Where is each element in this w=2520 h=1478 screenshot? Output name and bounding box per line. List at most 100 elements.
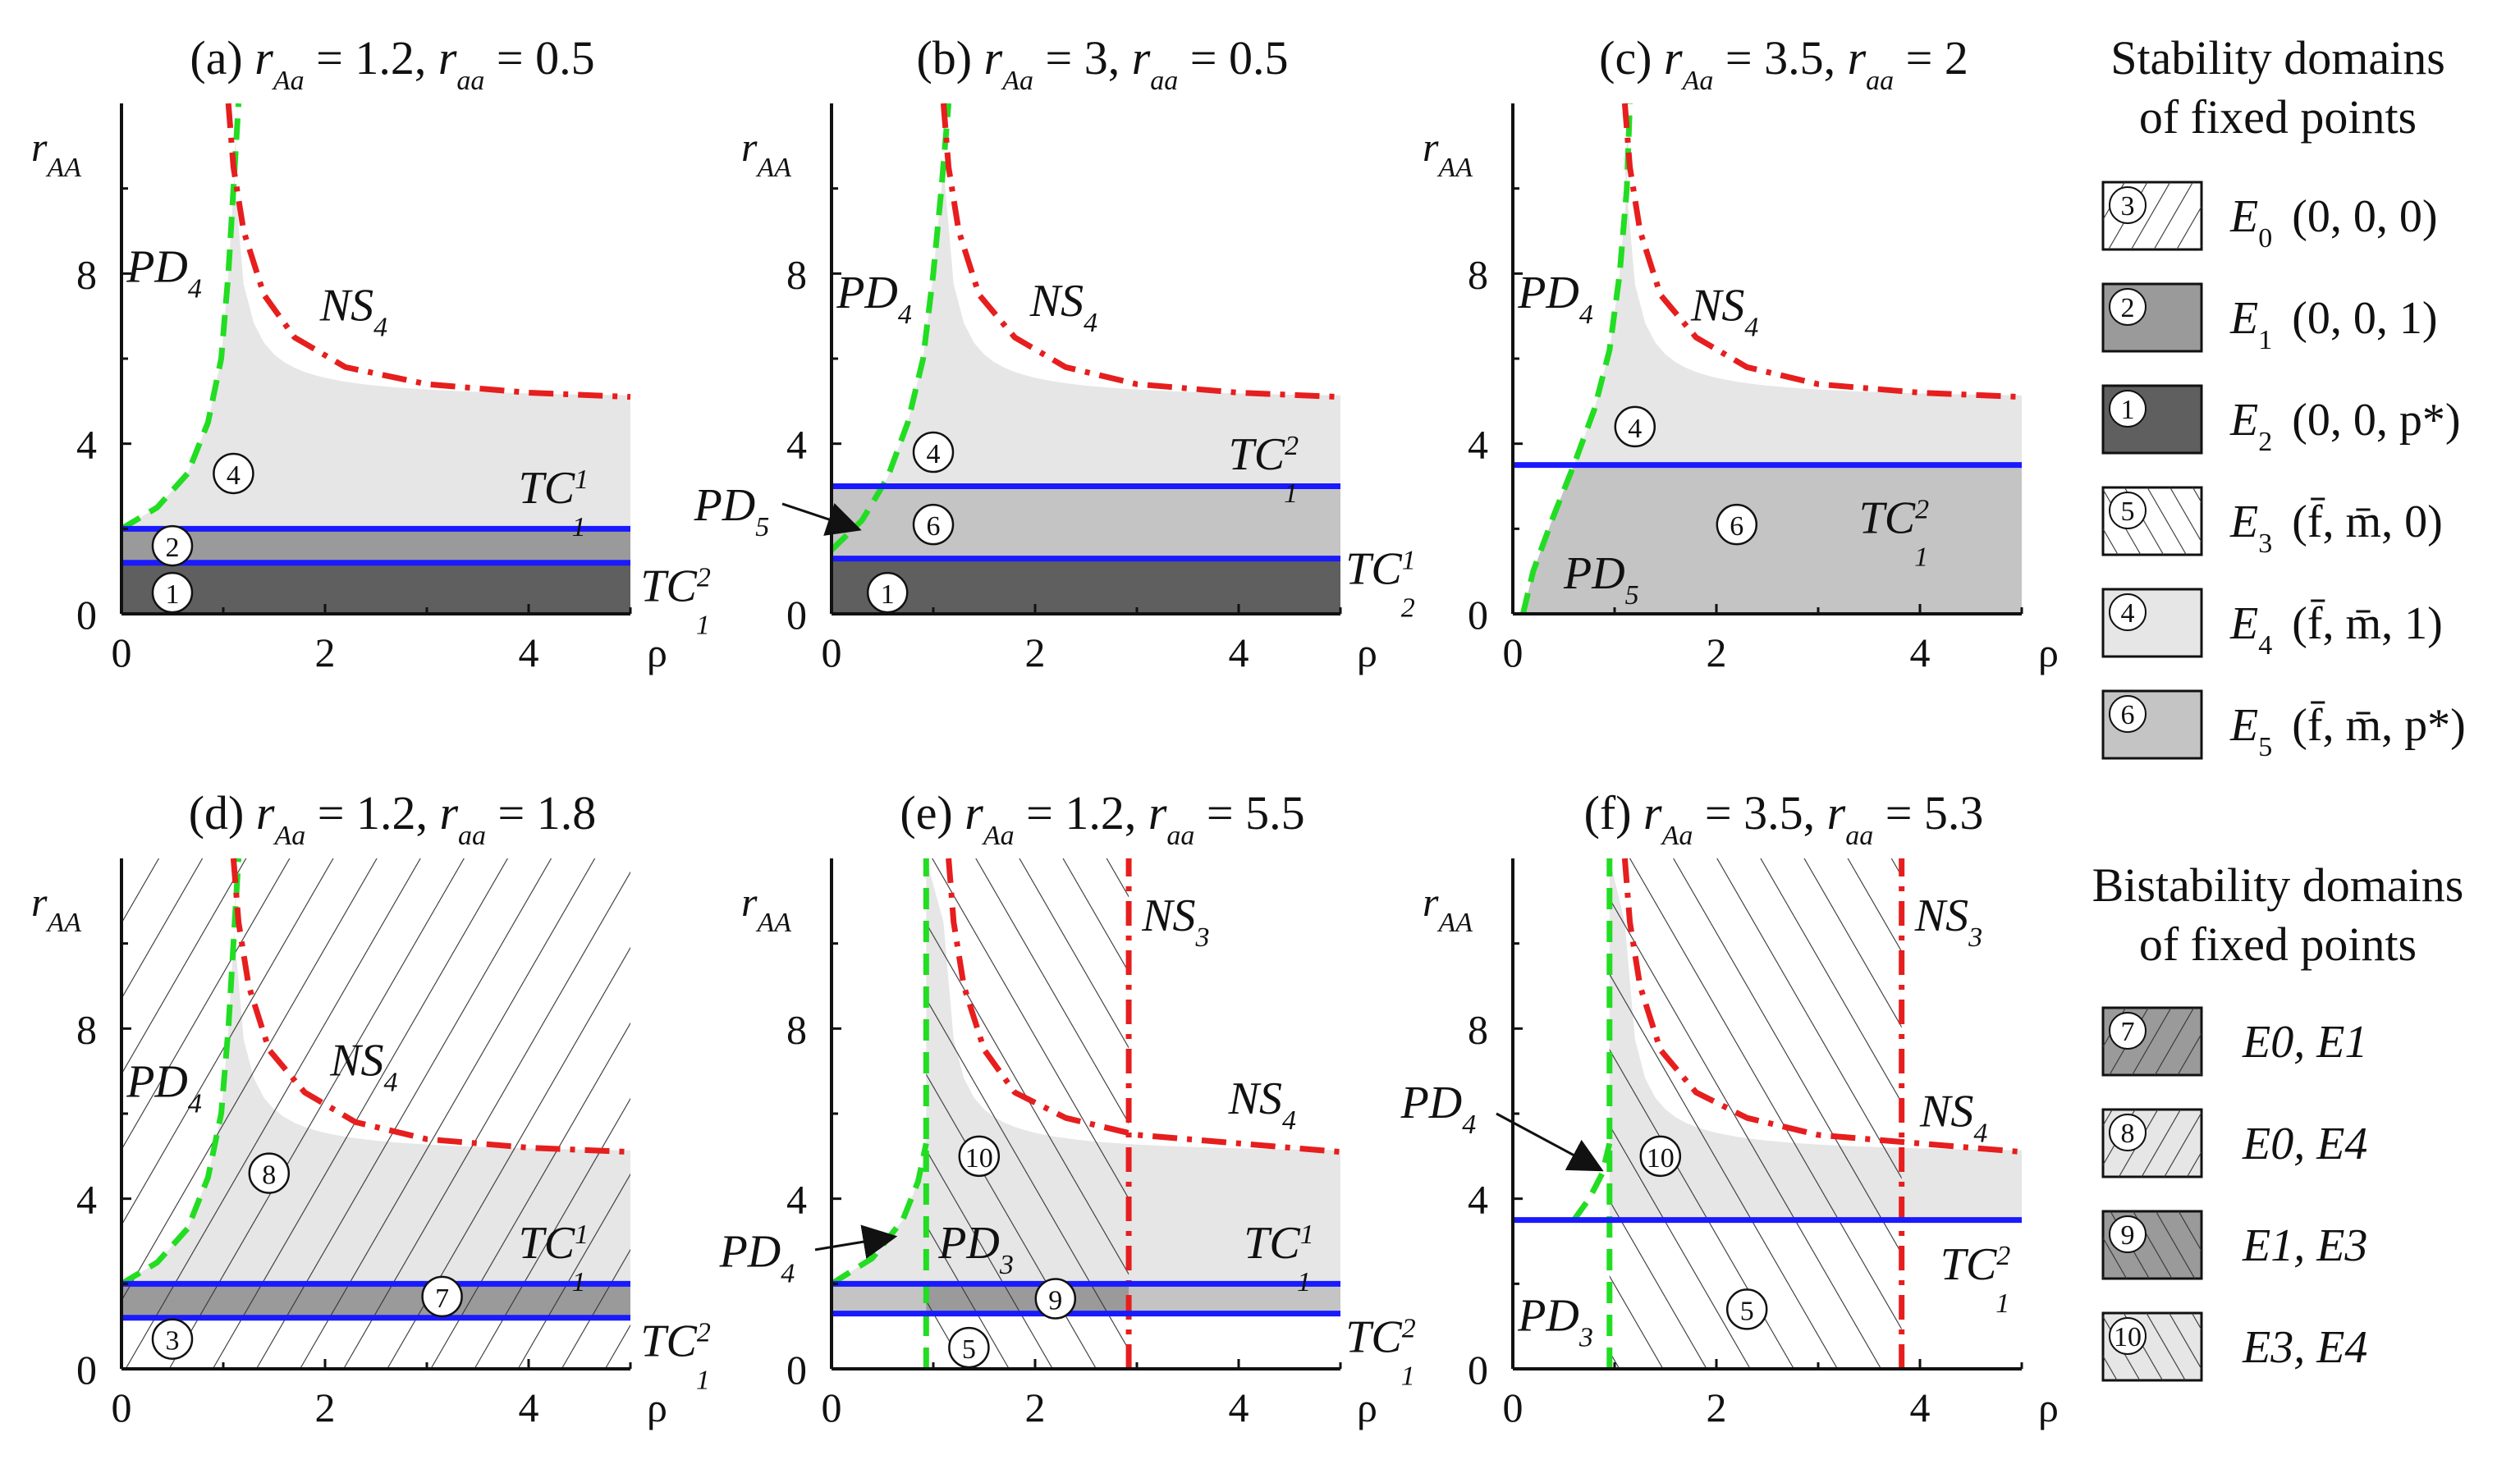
- legend-label: E4 (f̄, m̄, 1): [2229, 598, 2443, 661]
- y-tick-label: 8: [76, 251, 97, 297]
- curve-NS4: [1621, 858, 2023, 1155]
- domain-marker-label: 7: [435, 1284, 449, 1314]
- domain-marker-label: 5: [1740, 1296, 1754, 1326]
- domain-marker: [421, 1275, 463, 1318]
- y-tick-label: 0: [1468, 592, 1488, 638]
- domain-marker-label: 6: [927, 511, 941, 542]
- x-axis-label: ρ: [1357, 629, 1377, 675]
- legend-label: E0, E4: [2242, 1119, 2367, 1169]
- y-tick-label: 4: [786, 1177, 807, 1223]
- curve-label: NS4: [1029, 276, 1097, 338]
- region-2: [121, 529, 630, 563]
- panel-f: 0 2 4 0 4 8 ρ rAA (f) rAa = 3.5, raa = 5.3 NS3 NS4…: [1400, 786, 2059, 1430]
- legend-marker: [2109, 390, 2147, 428]
- panel-b: 0 2 4 0 4 8 ρ rAA (b) rAa = 3, raa = 0.5 PD4 NS4 TC…: [694, 31, 1416, 675]
- curve-NS4: [225, 103, 631, 400]
- pointer-arrow: [1496, 1112, 1604, 1172]
- y-tick-label: 0: [786, 1347, 807, 1393]
- domain-marker: [151, 524, 194, 567]
- curve-label: TC2 1: [1940, 1239, 2011, 1319]
- region-6: [1523, 464, 2022, 614]
- curve-label: PD4: [1517, 268, 1593, 330]
- panel-title: (a) rAa = 1.2, raa = 0.5: [190, 31, 594, 96]
- y-tick-label: 0: [1468, 1347, 1488, 1393]
- y-tick-label: 0: [76, 1347, 97, 1393]
- x-tick-label: 4: [519, 1384, 539, 1430]
- domain-marker-label: 9: [1048, 1285, 1062, 1316]
- legend-marker: [2109, 1317, 2147, 1355]
- panel-title: (f) rAa = 3.5, raa = 5.3: [1584, 786, 1984, 851]
- region-4: [121, 103, 630, 529]
- curve-label: TC1 1: [519, 1218, 587, 1297]
- curve-label: TC2 1: [1229, 429, 1299, 509]
- x-tick-label: 2: [315, 629, 336, 675]
- x-tick-label: 0: [822, 629, 842, 675]
- x-tick-label: 4: [519, 629, 539, 675]
- curve-PD4: [120, 103, 242, 532]
- x-tick-label: 4: [1910, 629, 1931, 675]
- legend-marker-label: 5: [2121, 496, 2135, 527]
- curve-label: PD3: [1517, 1290, 1593, 1352]
- y-tick-label: 4: [76, 422, 97, 468]
- x-tick-label: 2: [1707, 1384, 1727, 1430]
- panel-title: (b) rAa = 3, raa = 0.5: [916, 31, 1288, 96]
- panel-c: 0 2 4 0 4 8 ρ rAA (c) rAa = 3.5, raa = 2 PD4 NS4 TC…: [1423, 31, 2059, 675]
- legend-marker-label: 3: [2121, 191, 2135, 222]
- legend-marker: [2109, 1114, 2147, 1151]
- panel-d: 0 2 4 0 4 8 ρ rAA (d) rAa = 1.2, raa = 1.8 PD4 NS4…: [31, 786, 711, 1430]
- y-tick-label: 4: [76, 1177, 97, 1223]
- pointer-arrow: [814, 1224, 898, 1259]
- y-tick-label: 8: [1468, 251, 1488, 297]
- x-tick-label: 2: [1707, 629, 1727, 675]
- domain-marker: [213, 452, 254, 495]
- domain-marker: [1034, 1278, 1077, 1320]
- domain-marker: [958, 1135, 1001, 1178]
- x-tick-label: 2: [1025, 1384, 1046, 1430]
- legend-marker-label: 10: [2114, 1322, 2142, 1352]
- domain-marker-label: 1: [166, 579, 180, 610]
- domain-marker: [1639, 1135, 1682, 1178]
- legend-title: Bistability domains: [2092, 858, 2464, 912]
- legend-label: E3, E4: [2242, 1322, 2367, 1373]
- curve-label: NS4: [1228, 1073, 1296, 1136]
- legend-label: E1, E3: [2242, 1220, 2367, 1271]
- curve-NS4: [230, 858, 631, 1155]
- panel-a: 0 2 4 0 4 8 ρ rAA (a) rAa = 1.2, raa = 0.5 PD4 NS4…: [31, 31, 711, 675]
- curve-label: TC2 1: [1345, 1311, 1416, 1391]
- legend-title: of fixed points: [2139, 917, 2417, 971]
- domain-marker-label: 8: [262, 1160, 276, 1191]
- legend-title: Stability domains: [2110, 31, 2445, 85]
- legend-marker-label: 2: [2121, 293, 2135, 323]
- curve-label: NS4: [1919, 1087, 1987, 1149]
- domain-marker-label: 5: [962, 1334, 976, 1365]
- domain-marker-label: 4: [927, 439, 941, 469]
- domain-marker: [248, 1152, 291, 1194]
- curve-PD4: [829, 103, 952, 552]
- curve-label: NS3: [1914, 890, 1982, 953]
- curve-NS4: [946, 858, 1341, 1155]
- hatch-region: [926, 858, 1129, 1369]
- y-tick-label: 8: [786, 1006, 807, 1052]
- x-tick-label: 0: [1503, 629, 1523, 675]
- y-tick-label: 0: [76, 592, 97, 638]
- legend-label: E2 (0, 0, p*): [2229, 395, 2461, 457]
- curve-label: TC1 1: [519, 463, 587, 542]
- legend-marker: [2109, 593, 2147, 631]
- domain-marker-label: 3: [166, 1326, 180, 1357]
- region-4b: [832, 1143, 927, 1284]
- x-tick-label: 0: [1503, 1384, 1523, 1430]
- curve-label: TC1 1: [1244, 1218, 1312, 1297]
- x-axis-label: ρ: [2038, 629, 2059, 675]
- pointer-arrow: [781, 502, 862, 536]
- domain-marker: [151, 571, 194, 614]
- panel-e: 0 2 4 0 4 8 ρ rAA (e) rAa = 1.2, raa = 5.5 NS3 NS4…: [719, 786, 1416, 1430]
- domain-marker-label: 1: [881, 579, 895, 610]
- legend-marker-label: 6: [2121, 700, 2135, 730]
- panel-title: (e) rAa = 1.2, raa = 5.5: [900, 786, 1304, 851]
- curve-label: NS4: [329, 1035, 397, 1097]
- domain-marker: [912, 503, 955, 546]
- legend-marker: [2109, 288, 2147, 326]
- x-tick-label: 4: [1229, 629, 1249, 675]
